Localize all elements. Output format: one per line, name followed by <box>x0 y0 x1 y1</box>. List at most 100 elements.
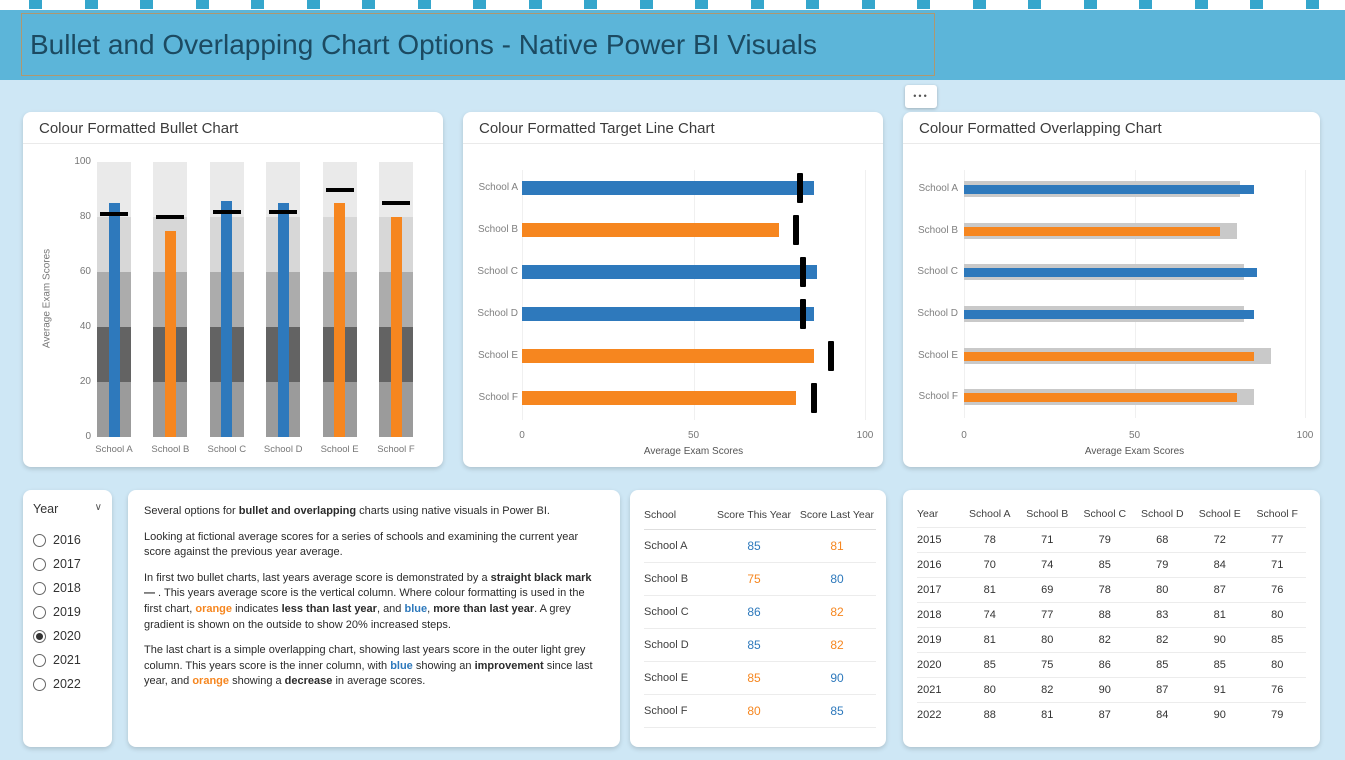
radio-icon <box>33 653 46 667</box>
this-year-bar[interactable] <box>964 393 1237 402</box>
year-table-row[interactable]: 2020 85 75 86 85 85 80 <box>917 652 1306 677</box>
bullet-bar[interactable] <box>334 203 346 437</box>
year-cell: 2021 <box>917 684 942 696</box>
category-label: School D <box>477 308 518 319</box>
gridline <box>693 170 695 420</box>
score-cell: 81 <box>1213 609 1226 621</box>
score-table-row[interactable]: School F 80 85 <box>644 695 876 728</box>
year-table-row[interactable]: 2018 74 77 88 83 81 80 <box>917 602 1306 627</box>
year-table-row[interactable]: 2015 78 71 79 68 72 77 <box>917 527 1306 552</box>
x-tick-label: 100 <box>856 430 874 441</box>
score-cell: 74 <box>983 609 996 621</box>
school-name-cell: School F <box>644 705 688 717</box>
this-year-bar[interactable] <box>964 268 1258 277</box>
score-table-row[interactable]: School C 86 82 <box>644 596 876 629</box>
x-axis-label: Average Exam Scores <box>643 446 744 457</box>
year-table-row[interactable]: 2019 81 80 82 82 90 85 <box>917 627 1306 652</box>
year-table-row[interactable]: 2022 88 81 87 84 90 79 <box>917 702 1306 727</box>
target-bar[interactable] <box>522 223 780 237</box>
description-paragraph: The last chart is a simple overlapping c… <box>144 643 604 690</box>
bullet-bar[interactable] <box>277 203 289 437</box>
x-tick-label: 100 <box>1296 430 1314 441</box>
slicer-option-2017[interactable]: 2017 <box>33 552 104 576</box>
score-table-row[interactable]: School E 85 90 <box>644 662 876 695</box>
more-options-button[interactable]: ••• <box>905 85 937 108</box>
score-table-row[interactable]: School D 85 82 <box>644 629 876 662</box>
slicer-option-2019[interactable]: 2019 <box>33 600 104 624</box>
score-table-row[interactable]: School B 75 80 <box>644 563 876 596</box>
score-column-header: Score Last Year <box>799 508 875 521</box>
score-cell: 80 <box>1041 634 1054 646</box>
target-bar[interactable] <box>522 349 814 363</box>
year-table-header-row: Year School A School B School C School D Scho… <box>917 500 1306 527</box>
target-bar[interactable] <box>522 265 817 279</box>
score-cell: 85 <box>1098 559 1111 571</box>
decor-square <box>1083 0 1097 9</box>
year-table-row[interactable]: 2021 80 82 90 87 91 76 <box>917 677 1306 702</box>
target-bar[interactable] <box>522 307 814 321</box>
year-cell: 2015 <box>917 534 942 546</box>
target-bar[interactable] <box>522 181 814 195</box>
slicer-option-2021[interactable]: 2021 <box>33 648 104 672</box>
year-table-row[interactable]: 2016 70 74 85 79 84 71 <box>917 552 1306 577</box>
score-cell: 85 <box>1271 634 1284 646</box>
decor-square <box>1305 0 1319 9</box>
slicer-option-2022[interactable]: 2022 <box>33 672 104 696</box>
bullet-bar[interactable] <box>390 217 402 437</box>
year-column-header: School F <box>1256 507 1298 520</box>
score-cell: 79 <box>1098 534 1111 546</box>
slicer-option-2018[interactable]: 2018 <box>33 576 104 600</box>
score-table-header-row: School Score This Year Score Last Year <box>644 500 876 530</box>
score-last-year-cell: 90 <box>830 671 844 685</box>
this-year-bar[interactable] <box>964 310 1254 319</box>
text-segment: straight black mark — <box>144 571 592 600</box>
chevron-down-icon[interactable]: ∨ <box>94 502 102 513</box>
year-cell: 2018 <box>917 609 942 621</box>
score-this-year-cell: 85 <box>747 638 761 652</box>
score-cell: 80 <box>1271 659 1284 671</box>
year-table-row[interactable]: 2017 81 69 78 80 87 76 <box>917 577 1306 602</box>
score-cell: 83 <box>1156 609 1169 621</box>
score-this-year-cell: 86 <box>747 605 761 619</box>
slicer-option-list: 2016 2017 2018 2019 2020 2021 2022 <box>33 528 104 696</box>
decor-square <box>417 0 431 9</box>
score-cell: 91 <box>1213 684 1226 696</box>
slicer-option-label: 2020 <box>53 629 81 643</box>
description-card: Several options for bullet and overlappi… <box>128 490 620 747</box>
bullet-band-step <box>379 162 413 217</box>
year-column-header: School E <box>1198 507 1241 520</box>
year-cell: 2019 <box>917 634 942 646</box>
category-label: School E <box>917 350 958 361</box>
bullet-bar[interactable] <box>108 203 120 437</box>
y-tick-label: 0 <box>85 431 91 442</box>
bullet-bar[interactable] <box>221 200 233 437</box>
text-segment: showing an <box>412 659 475 672</box>
decor-square <box>251 0 264 9</box>
bullet-bar[interactable] <box>164 230 176 437</box>
decor-square <box>140 0 153 9</box>
year-slicer-card: Year ∨ 2016 2017 2018 2019 2020 2021 2022 <box>23 490 112 747</box>
slicer-option-2020[interactable]: 2020 <box>33 624 104 648</box>
target-mark <box>800 257 807 287</box>
this-year-bar[interactable] <box>964 185 1254 194</box>
score-cell: 81 <box>1041 709 1054 721</box>
score-cell: 84 <box>1156 709 1169 721</box>
gridline <box>1134 170 1136 418</box>
this-year-bar[interactable] <box>964 227 1220 236</box>
target-mark <box>796 173 803 203</box>
score-last-year-cell: 81 <box>830 539 844 553</box>
this-year-bar[interactable] <box>964 352 1254 361</box>
school-name-cell: School C <box>644 606 689 618</box>
score-cell: 87 <box>1098 709 1111 721</box>
year-column-header: School C <box>1083 507 1127 520</box>
score-table-row[interactable]: School A 85 81 <box>644 530 876 563</box>
target-bar[interactable] <box>522 391 797 405</box>
text-segment: . This years average score is the vertic… <box>144 587 585 616</box>
year-cell: 2017 <box>917 584 942 596</box>
y-tick-label: 80 <box>79 211 91 222</box>
score-cell: 85 <box>1213 659 1226 671</box>
slicer-option-label: 2022 <box>53 677 81 691</box>
slicer-option-2016[interactable]: 2016 <box>33 528 104 552</box>
score-cell: 90 <box>1213 634 1226 646</box>
